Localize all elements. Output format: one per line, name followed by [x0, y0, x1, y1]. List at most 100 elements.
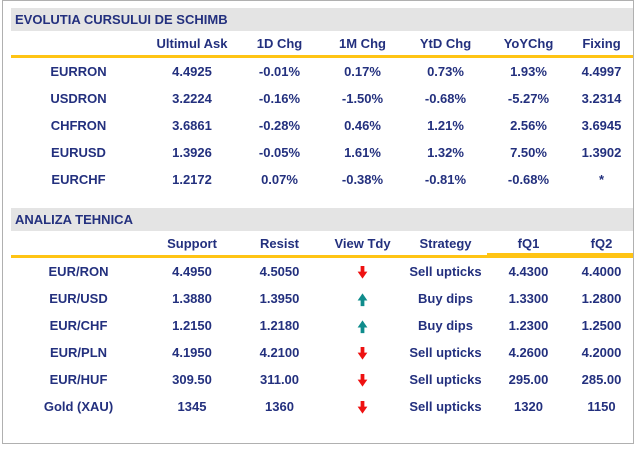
- value-cell: 1320: [514, 399, 543, 414]
- value-cell: Buy dips: [418, 291, 473, 306]
- value-cell: 295.00: [508, 372, 549, 387]
- value-cell: -0.81%: [424, 172, 467, 187]
- table-row: EUR/CHF 1.2150 1.2180 Buy dips 1.2300 1.2500: [11, 312, 633, 339]
- instrument-label: EUR/PLN: [49, 345, 108, 360]
- value-cell: 1.2150: [172, 318, 212, 333]
- instrument-label: CHFRON: [50, 118, 107, 133]
- view-cell: [321, 257, 404, 286]
- value-cell: Sell upticks: [409, 399, 482, 414]
- value-cell: 1.61%: [344, 145, 381, 160]
- column-header: 1M Chg: [321, 31, 404, 58]
- value-cell: 3.2224: [172, 91, 212, 106]
- view-cell: [321, 285, 404, 312]
- column-header-empty: [11, 231, 146, 258]
- instrument-label: EURCHF: [51, 172, 106, 187]
- technical-section-title: ANALIZA TEHNICA: [15, 212, 133, 227]
- value-cell: Buy dips: [418, 318, 473, 333]
- value-cell: 0.17%: [344, 64, 381, 79]
- value-cell: 1.3950: [259, 291, 300, 306]
- value-cell: Sell upticks: [409, 372, 482, 387]
- value-cell: 2.56%: [510, 118, 547, 133]
- value-cell: -0.05%: [258, 145, 301, 160]
- value-cell: 1.3926: [172, 145, 212, 160]
- technical-section-title-bar: ANALIZA TEHNICA: [11, 208, 633, 231]
- value-cell: 1.2800: [581, 291, 622, 306]
- value-cell: 3.6945: [581, 118, 622, 133]
- value-cell: 309.50: [172, 372, 212, 387]
- value-cell: 1.93%: [510, 64, 547, 79]
- value-cell: 1.3880: [172, 291, 212, 306]
- value-cell: 3.6861: [172, 118, 212, 133]
- value-cell: 1.21%: [427, 118, 464, 133]
- value-cell: 1150: [587, 399, 616, 414]
- column-header: YoYChg: [487, 31, 570, 58]
- column-header: Strategy: [404, 231, 487, 258]
- column-header: Support: [146, 231, 238, 258]
- down-arrow-icon: [357, 346, 368, 360]
- instrument-label: EUR/USD: [49, 291, 108, 306]
- value-cell: 0.73%: [427, 64, 464, 79]
- value-cell: 1.2180: [259, 318, 300, 333]
- table-row: EUR/HUF 309.50 311.00 Sell upticks 295.00 285…: [11, 366, 633, 393]
- down-arrow-icon: [357, 400, 368, 414]
- value-cell: 1.3300: [508, 291, 549, 306]
- down-arrow-icon: [357, 373, 368, 387]
- value-cell: 7.50%: [510, 145, 547, 160]
- instrument-label: EURRON: [50, 64, 107, 79]
- value-cell: -0.01%: [258, 64, 301, 79]
- value-cell: 0.46%: [344, 118, 381, 133]
- value-cell: -0.16%: [258, 91, 301, 106]
- value-cell: Sell upticks: [409, 345, 482, 360]
- value-cell: -0.28%: [258, 118, 301, 133]
- table-row: EURCHF 1.2172 0.07% -0.38% -0.81% -0.68% *: [11, 166, 633, 193]
- instrument-label: Gold (XAU): [43, 399, 114, 414]
- value-cell: 4.2000: [581, 345, 622, 360]
- technical-analysis-table: Support Resist View Tdy Strategy fQ1 fQ2 EUR/…: [11, 231, 633, 420]
- value-cell: -0.38%: [341, 172, 384, 187]
- column-header: View Tdy: [321, 231, 404, 258]
- column-header: Ultimul Ask: [146, 31, 238, 58]
- value-cell: 4.4300: [508, 264, 549, 279]
- value-cell: 311.00: [259, 372, 300, 387]
- section-exchange-rates: EVOLUTIA CURSULUI DE SCHIMB Ultimul Ask 1…: [11, 8, 633, 193]
- table-row: EUR/PLN 4.1950 4.2100 Sell upticks 4.2600 4.2…: [11, 339, 633, 366]
- instrument-label: USDRON: [50, 91, 107, 106]
- report-frame: EVOLUTIA CURSULUI DE SCHIMB Ultimul Ask 1…: [2, 0, 634, 444]
- value-cell: 3.2314: [581, 91, 622, 106]
- column-header: 1D Chg: [238, 31, 321, 58]
- column-header-empty: [11, 31, 146, 58]
- value-cell: 4.1950: [172, 345, 212, 360]
- value-cell: Sell upticks: [409, 264, 482, 279]
- instrument-label: EUR/CHF: [49, 318, 108, 333]
- table-row: EUR/RON 4.4950 4.5050 Sell upticks 4.4300 4.4…: [11, 257, 633, 286]
- value-cell: 1360: [265, 399, 294, 414]
- value-cell: 4.4997: [581, 64, 622, 79]
- value-cell: 4.4000: [581, 264, 622, 279]
- value-cell: *: [598, 172, 605, 187]
- value-cell: 4.4950: [172, 264, 212, 279]
- value-cell: 4.2600: [508, 345, 549, 360]
- up-arrow-icon: [357, 292, 368, 306]
- table-row: EURUSD 1.3926 -0.05% 1.61% 1.32% 7.50% 1.3902: [11, 139, 633, 166]
- view-cell: [321, 393, 404, 420]
- instrument-label: EURUSD: [51, 145, 106, 160]
- exchange-rates-table: Ultimul Ask 1D Chg 1M Chg YtD Chg YoYChg Fixi…: [11, 31, 633, 193]
- value-cell: -0.68%: [507, 172, 550, 187]
- table-row: Gold (XAU) 1345 1360 Sell upticks 1320 1150: [11, 393, 633, 420]
- exchange-section-title-bar: EVOLUTIA CURSULUI DE SCHIMB: [11, 8, 633, 31]
- table-row: EURRON 4.4925 -0.01% 0.17% 0.73% 1.93% 4.4997: [11, 57, 633, 86]
- view-cell: [321, 312, 404, 339]
- value-cell: -5.27%: [507, 91, 550, 106]
- accent-underline-thick: [487, 253, 633, 258]
- exchange-section-title: EVOLUTIA CURSULUI DE SCHIMB: [15, 12, 228, 27]
- value-cell: 1345: [177, 399, 207, 414]
- value-cell: 1.2172: [172, 172, 212, 187]
- value-cell: 1.32%: [427, 145, 464, 160]
- column-header: Fixing: [570, 31, 633, 58]
- table-row: USDRON 3.2224 -0.16% -1.50% -0.68% -5.27% 3.23…: [11, 85, 633, 112]
- value-cell: 4.2100: [259, 345, 300, 360]
- value-cell: 1.3902: [581, 145, 622, 160]
- down-arrow-icon: [357, 265, 368, 279]
- value-cell: 285.00: [581, 372, 622, 387]
- value-cell: -0.68%: [424, 91, 467, 106]
